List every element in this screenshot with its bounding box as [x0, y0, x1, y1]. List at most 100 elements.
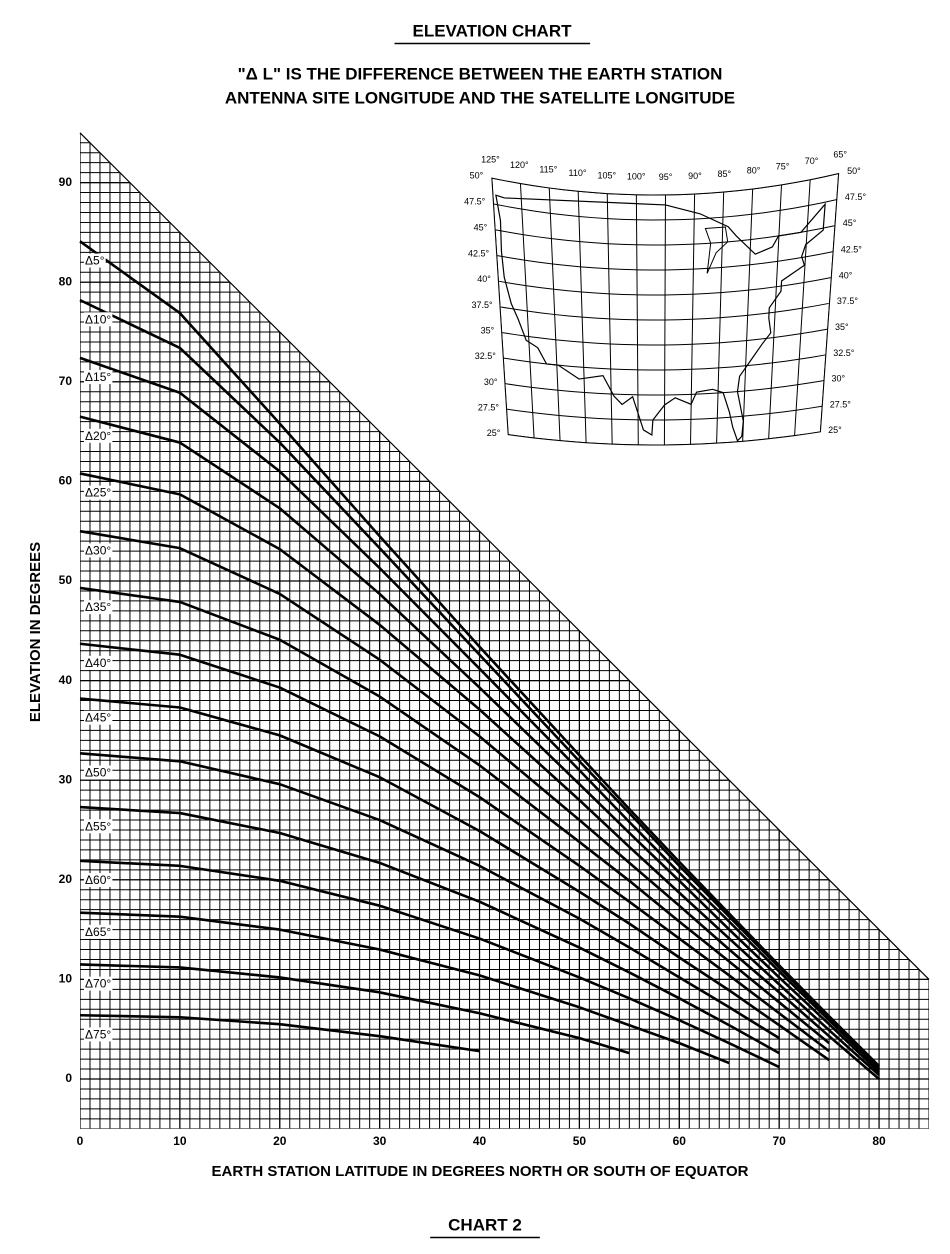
curve-label-bg — [84, 710, 113, 725]
map-longitude-label: 105° — [598, 170, 617, 180]
map-latitude-label: 32.5° — [833, 348, 855, 358]
x-tick-label: 0 — [77, 1134, 84, 1148]
map-meridian — [519, 183, 535, 439]
curve-label-bg — [84, 1027, 113, 1042]
curve-label: Δ5° — [85, 254, 105, 268]
map-longitude-label: 85° — [717, 169, 731, 179]
map-longitude-label: 125° — [481, 154, 500, 164]
map-latitude-label: 47.5° — [845, 192, 867, 202]
curve-label-bg — [84, 312, 113, 327]
map-meridian — [635, 194, 639, 445]
elevation-curve — [79, 963, 630, 1055]
map-latitude-label: 42.5° — [841, 244, 863, 254]
x-tick-label: 40 — [473, 1134, 487, 1148]
curve-label-bg — [84, 485, 113, 500]
x-tick-label: 50 — [573, 1134, 587, 1148]
map-latitude-label: 40° — [839, 270, 853, 280]
y-tick-label: 10 — [59, 972, 73, 986]
map-border — [491, 172, 840, 446]
curve-label-bg — [84, 543, 113, 558]
map-longitude-label: 80° — [747, 166, 761, 176]
elevation-curve — [79, 752, 780, 1040]
curve-label-bg — [84, 819, 113, 834]
elevation-curve — [79, 805, 780, 1055]
y-tick-label: 0 — [65, 1071, 72, 1085]
curve-label: Δ20° — [85, 429, 111, 443]
curve-label-bg — [84, 873, 113, 888]
map-longitude-label: 115° — [539, 165, 557, 175]
y-tick-label: 20 — [59, 872, 73, 886]
elevation-curve — [79, 298, 880, 1068]
map-latitude-label: 30° — [484, 377, 498, 387]
map-longitude-label: 70° — [805, 156, 819, 166]
map-latitude-label: 35° — [835, 322, 849, 332]
curve-label-bg — [84, 655, 113, 670]
curve-label: Δ55° — [85, 819, 111, 833]
y-tick-label: 90 — [59, 175, 73, 189]
lakes — [704, 226, 729, 274]
elevation-curve — [79, 1013, 480, 1053]
elevation-curve — [79, 911, 730, 1065]
map-latitude-label: 45° — [843, 218, 857, 228]
curve-label: Δ15° — [85, 370, 111, 384]
x-tick-label: 20 — [273, 1134, 287, 1148]
x-tick-label: 80 — [872, 1134, 886, 1148]
x-tick-label: 70 — [772, 1134, 786, 1148]
chart-title: ELEVATION CHART — [413, 21, 573, 40]
elevation-curve — [79, 415, 880, 1073]
map-longitude-label: 95° — [659, 172, 673, 182]
map-meridian — [794, 179, 811, 436]
map-latitude-label: 32.5° — [475, 351, 497, 361]
map-latitude-label: 27.5° — [478, 402, 500, 412]
curve-label: Δ65° — [85, 925, 111, 939]
x-tick-label: 10 — [173, 1134, 187, 1148]
curve-label-bg — [84, 600, 113, 615]
chart-subtitle: ANTENNA SITE LONGITUDE AND THE SATELLITE… — [225, 88, 735, 107]
curve-label: Δ60° — [85, 873, 111, 887]
boundary-diagonal — [79, 132, 930, 980]
elevation-curve — [79, 472, 880, 1076]
elevation-curve — [79, 586, 830, 1045]
curve-label: Δ35° — [85, 600, 111, 614]
curve-label: Δ50° — [85, 765, 111, 779]
y-tick-label: 60 — [59, 474, 73, 488]
curve-label-bg — [84, 370, 113, 385]
elevation-curve — [79, 642, 830, 1053]
y-tick-label: 30 — [59, 772, 73, 786]
curve-label: Δ25° — [85, 486, 111, 500]
curves: Δ5° Δ10° Δ15° Δ20° Δ25° Δ30° Δ35° Δ40° Δ45° Δ50° Δ… — [79, 240, 880, 1080]
curve-label-bg — [84, 253, 106, 268]
y-tick-label: 40 — [59, 673, 73, 687]
map-longitude-label: 120° — [510, 160, 529, 170]
curve-label: Δ10° — [85, 312, 111, 326]
y-tick-label: 70 — [59, 374, 73, 388]
y-tick-label: 50 — [59, 573, 73, 587]
map-longitude-label: 65° — [833, 150, 847, 160]
curve-label-bg — [84, 428, 113, 443]
curve-label: Δ75° — [85, 1027, 111, 1041]
map-meridian — [548, 187, 561, 441]
elevation-curve — [79, 697, 830, 1062]
map-latitude-label: 27.5° — [830, 399, 852, 409]
curve-label-bg — [84, 924, 113, 939]
map-meridian — [606, 193, 613, 445]
map-meridian — [663, 194, 666, 445]
map-latitude-label: 47.5° — [464, 197, 486, 207]
map-latitude-label: 50° — [470, 171, 484, 181]
map-latitude-label: 25° — [828, 425, 842, 435]
map-longitude-label: 90° — [688, 171, 702, 181]
map-latitude-label: 35° — [481, 326, 495, 336]
map-latitude-label: 37.5° — [471, 300, 493, 310]
curve-label: Δ40° — [85, 656, 111, 670]
map-latitude-label: 25° — [487, 428, 501, 438]
map-latitude-label: 40° — [477, 274, 491, 284]
y-axis-label: ELEVATION IN DEGREES — [27, 542, 44, 722]
map-longitude-label: 100° — [627, 172, 646, 182]
curve-label-bg — [84, 976, 113, 991]
map-latitude-label: 37.5° — [837, 296, 859, 306]
x-axis-label: EARTH STATION LATITUDE IN DEGREES NORTH … — [212, 1163, 749, 1180]
map-longitude-label: 110° — [569, 168, 587, 178]
elevation-curve — [79, 859, 780, 1069]
elevation-curve — [79, 529, 880, 1080]
